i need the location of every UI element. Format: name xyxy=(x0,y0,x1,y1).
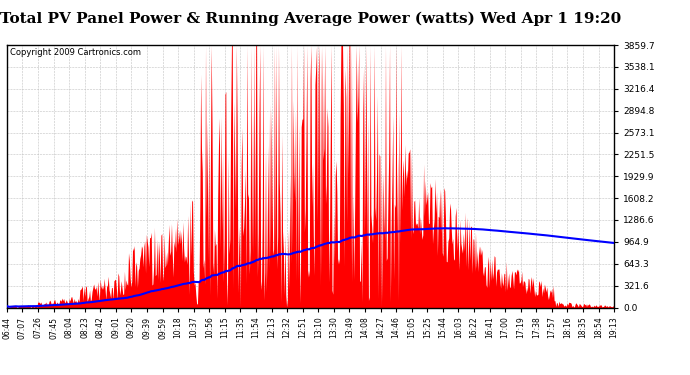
Text: Total PV Panel Power & Running Average Power (watts) Wed Apr 1 19:20: Total PV Panel Power & Running Average P… xyxy=(0,11,621,26)
Text: Copyright 2009 Cartronics.com: Copyright 2009 Cartronics.com xyxy=(10,48,141,57)
